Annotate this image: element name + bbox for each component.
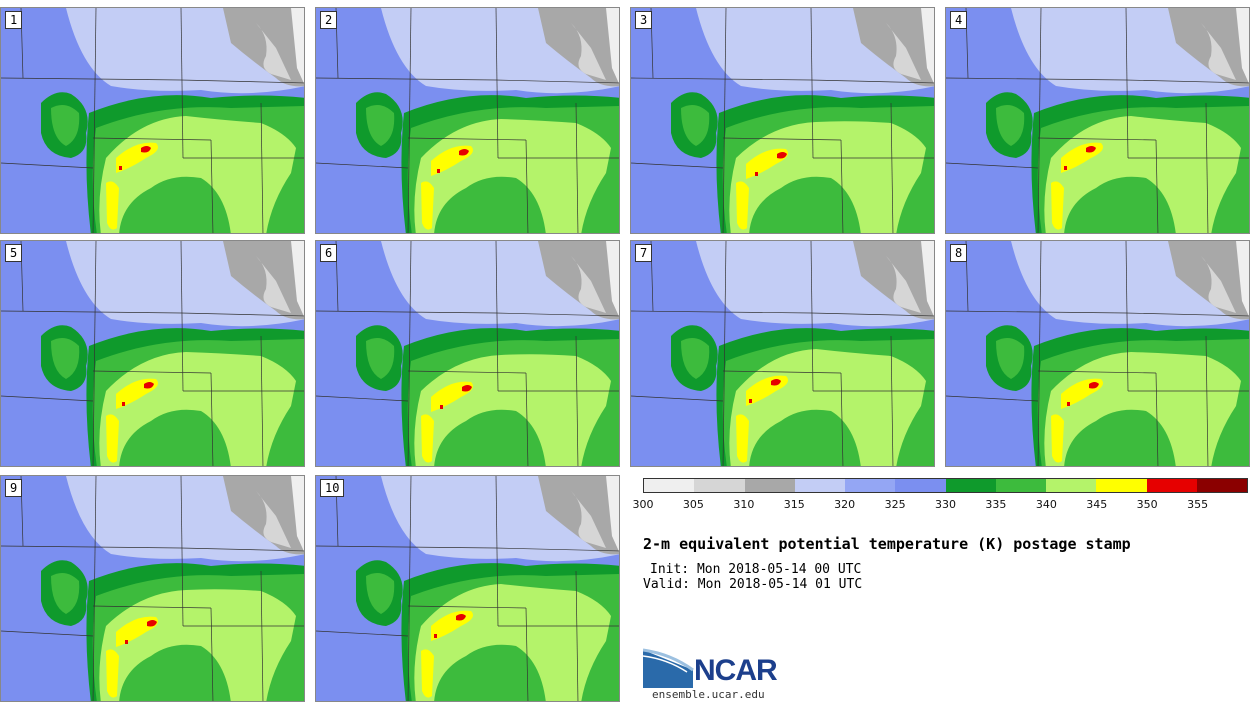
colorbar-tick-label: 340 [1035,498,1057,511]
colorbar-tick-label: 330 [935,498,956,511]
site-url: ensemble.ucar.edu [652,688,765,701]
colorbar-tick-label: 335 [985,498,1007,511]
colorbar-segment [895,479,946,492]
valid-time: Valid: Mon 2018-05-14 01 UTC [643,577,863,592]
colorbar-tick-label: 305 [682,498,704,511]
ensemble-member-map: 9 [0,475,305,702]
ensemble-member-map: 3 [630,7,935,234]
colorbar-tick-label: 300 [632,498,654,511]
colorbar-tick-label: 320 [834,498,856,511]
colorbar-segment [694,479,745,492]
member-number-label: 9 [5,479,23,497]
ensemble-member-map: 4 [945,7,1250,234]
ncar-logo-text: NCAR [694,654,778,687]
member-number-label: 3 [635,11,653,29]
colorbar-tick-label: 315 [783,498,805,511]
colorbar-segment [644,479,695,492]
member-number-label: 5 [5,244,23,262]
member-number-label: 1 [5,11,23,29]
colorbar-tick-label: 355 [1187,498,1209,511]
member-number-label: 7 [635,244,653,262]
colorbar-segment [945,479,996,492]
colorbar-tick-label: 350 [1136,498,1158,511]
ensemble-member-map: 1 [0,7,305,234]
colorbar-segment [1196,479,1247,492]
colorbar-segment [1096,479,1147,492]
colorbar-segment [1146,479,1197,492]
init-time: Init: Mon 2018-05-14 00 UTC [650,562,862,577]
ensemble-member-map: 10 [315,475,620,702]
map-title: 2-m equivalent potential temperature (K)… [643,535,1131,553]
colorbar [643,478,1248,493]
colorbar-ticks: 300 305 310 315 320 325 330 335 340 345 350 355 [633,498,1248,512]
ensemble-member-map: 6 [315,240,620,467]
colorbar-tick-label: 345 [1086,498,1108,511]
colorbar-segment [794,479,845,492]
member-number-label: 10 [320,479,345,497]
member-number-label: 2 [320,11,338,29]
member-number-label: 6 [320,244,338,262]
colorbar-tick-label: 325 [884,498,906,511]
ncar-logo-icon [643,648,694,688]
ensemble-member-map: 7 [630,240,935,467]
ensemble-member-map: 2 [315,7,620,234]
colorbar-tick-label: 310 [733,498,755,511]
colorbar-segment [995,479,1046,492]
ensemble-member-map: 5 [0,240,305,467]
colorbar-segment [744,479,795,492]
colorbar-segment [845,479,896,492]
member-number-label: 8 [950,244,968,262]
ensemble-member-map: 8 [945,240,1250,467]
colorbar-segment [1046,479,1097,492]
member-number-label: 4 [950,11,968,29]
